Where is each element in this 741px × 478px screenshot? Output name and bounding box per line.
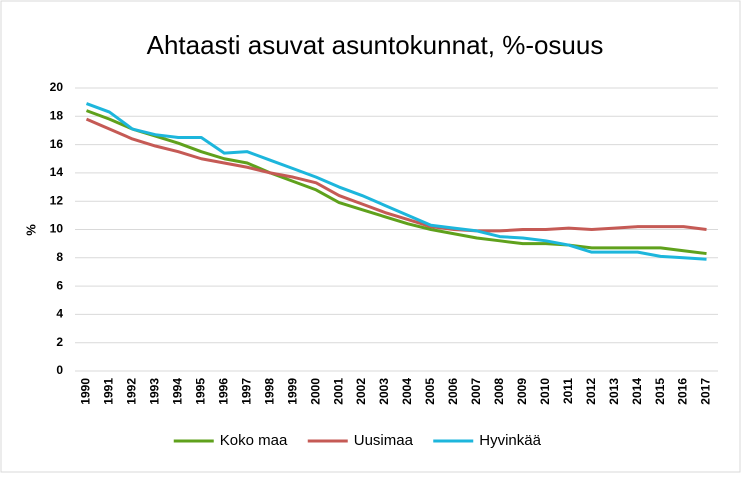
x-tick-label: 2007 — [469, 378, 483, 405]
y-axis-label: % — [23, 224, 38, 236]
chart-title: Ahtaasti asuvat asuntokunnat, %-osuus — [147, 30, 604, 60]
x-tick-label: 2012 — [584, 378, 598, 405]
legend-label: Uusimaa — [354, 432, 414, 449]
x-tick-label: 1999 — [285, 378, 299, 405]
x-tick-label: 1993 — [148, 378, 162, 405]
y-tick-label: 10 — [50, 222, 64, 236]
y-tick-label: 0 — [56, 363, 63, 377]
x-tick-label: 1990 — [79, 378, 93, 405]
x-tick-label: 1998 — [262, 378, 276, 405]
y-tick-label: 6 — [56, 278, 63, 292]
legend-label: Hyvinkää — [479, 432, 541, 449]
x-tick-label: 2005 — [423, 378, 437, 405]
y-tick-label: 16 — [50, 137, 64, 151]
x-tick-label: 2004 — [400, 378, 414, 405]
y-tick-label: 2 — [56, 335, 63, 349]
y-tick-label: 4 — [56, 307, 63, 321]
x-tick-label: 2002 — [354, 378, 368, 405]
x-tick-label: 2003 — [377, 378, 391, 405]
x-tick-label: 1992 — [125, 378, 139, 405]
y-tick-label: 12 — [50, 193, 64, 207]
x-tick-label: 1996 — [216, 378, 230, 405]
y-tick-label: 18 — [50, 108, 64, 122]
legend-label: Koko maa — [220, 432, 288, 449]
x-tick-label: 2009 — [515, 378, 529, 405]
y-tick-label: 14 — [50, 165, 64, 179]
series-line — [85, 102, 707, 261]
x-tick-label: 1991 — [102, 378, 116, 405]
x-tick-label: 1997 — [239, 378, 253, 405]
x-tick-label: 2006 — [446, 378, 460, 405]
x-tick-label: 2017 — [699, 378, 713, 405]
y-tick-label: 8 — [56, 250, 63, 264]
x-tick-label: 1994 — [171, 378, 185, 405]
series-line — [85, 109, 707, 256]
x-tick-label: 2015 — [653, 378, 667, 405]
y-tick-label: 20 — [50, 80, 64, 94]
x-tick-label: 2016 — [676, 378, 690, 405]
x-tick-label: 2000 — [308, 378, 322, 405]
x-tick-label: 2008 — [492, 378, 506, 405]
x-tick-label: 1995 — [193, 378, 207, 405]
x-tick-label: 2010 — [538, 378, 552, 405]
x-tick-label: 2011 — [561, 378, 575, 404]
x-tick-label: 2014 — [630, 378, 644, 405]
series-line — [85, 117, 707, 233]
x-tick-label: 2001 — [331, 378, 345, 405]
x-tick-label: 2013 — [607, 378, 621, 405]
